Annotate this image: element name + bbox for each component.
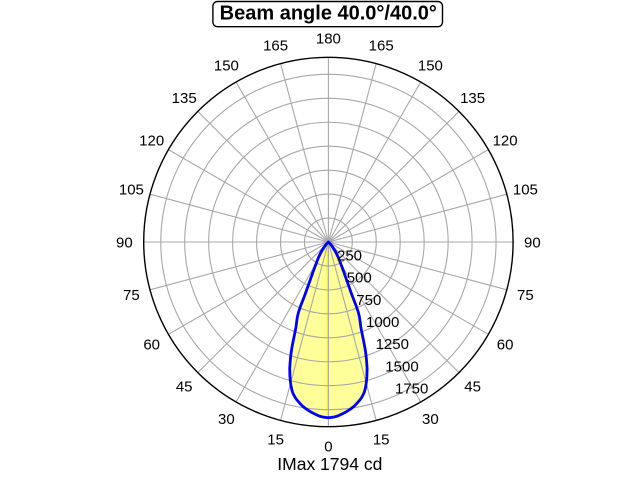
svg-text:0: 0 bbox=[324, 438, 332, 455]
svg-text:1500: 1500 bbox=[385, 358, 418, 375]
svg-text:90: 90 bbox=[524, 234, 541, 251]
svg-text:180: 180 bbox=[316, 30, 341, 47]
svg-text:60: 60 bbox=[497, 336, 514, 353]
svg-text:IMax 1794 cd: IMax 1794 cd bbox=[277, 454, 382, 474]
svg-text:165: 165 bbox=[263, 37, 288, 54]
svg-text:Beam angle 40.0°/40.0°: Beam angle 40.0°/40.0° bbox=[220, 3, 437, 25]
svg-text:45: 45 bbox=[464, 378, 481, 395]
svg-text:60: 60 bbox=[143, 336, 160, 353]
svg-text:75: 75 bbox=[517, 287, 534, 304]
svg-text:150: 150 bbox=[418, 58, 443, 75]
svg-text:500: 500 bbox=[347, 270, 372, 287]
svg-text:15: 15 bbox=[373, 431, 390, 448]
svg-text:105: 105 bbox=[513, 181, 538, 198]
svg-text:120: 120 bbox=[139, 132, 164, 149]
svg-text:75: 75 bbox=[123, 287, 140, 304]
svg-text:1750: 1750 bbox=[395, 380, 428, 397]
svg-text:750: 750 bbox=[356, 292, 381, 309]
svg-text:1250: 1250 bbox=[376, 336, 409, 353]
svg-text:45: 45 bbox=[176, 378, 193, 395]
svg-text:135: 135 bbox=[172, 90, 197, 107]
svg-text:250: 250 bbox=[337, 248, 362, 265]
svg-text:135: 135 bbox=[460, 90, 485, 107]
svg-text:15: 15 bbox=[267, 431, 284, 448]
svg-text:1000: 1000 bbox=[366, 314, 399, 331]
svg-text:165: 165 bbox=[369, 37, 394, 54]
svg-text:30: 30 bbox=[422, 411, 439, 428]
svg-text:90: 90 bbox=[116, 234, 133, 251]
svg-text:30: 30 bbox=[218, 411, 235, 428]
svg-text:120: 120 bbox=[493, 132, 518, 149]
svg-text:150: 150 bbox=[214, 58, 239, 75]
svg-text:105: 105 bbox=[119, 181, 144, 198]
